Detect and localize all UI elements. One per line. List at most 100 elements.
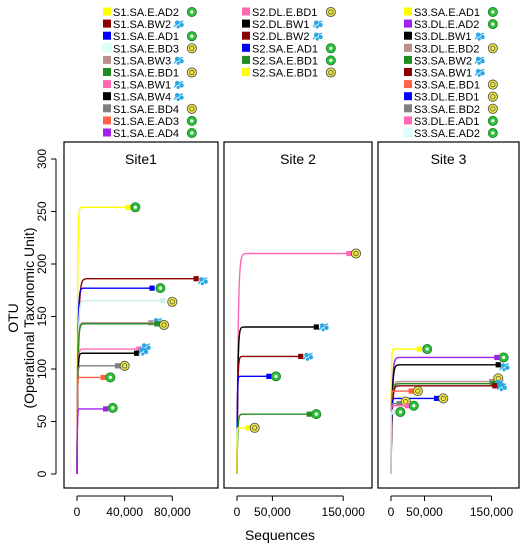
y-tick-label: 100	[35, 359, 49, 379]
yellow-ring-icon	[487, 91, 498, 102]
x-tick-label: 50,000	[406, 505, 443, 519]
legend-site-3: S3.SA.E.AD1S3.DL.E.AD2S3.DL.BW1S3.DL.E.B…	[403, 7, 498, 140]
water-drop-icon	[474, 56, 485, 65]
legend-label: S2.SA.E.BD1	[252, 68, 318, 80]
series-curve	[390, 364, 499, 475]
yellow-ring-icon	[186, 103, 197, 114]
series-end-point	[313, 324, 319, 330]
green-dot-icon	[325, 43, 336, 54]
legend-label: S1.SA.BW2	[113, 19, 171, 31]
water-drop-icon	[496, 383, 507, 392]
series-end-point	[266, 373, 272, 379]
green-dot-icon	[130, 202, 141, 213]
series-curve	[76, 206, 129, 475]
legend-item: S1.SA.E.AD1	[103, 31, 197, 43]
series-curve	[236, 375, 269, 474]
yellow-ring-icon	[325, 6, 336, 18]
water-drop-icon	[318, 323, 329, 332]
green-dot-icon	[105, 372, 116, 383]
series-end-point	[416, 346, 422, 352]
legend-swatch	[404, 68, 412, 76]
legend-label: S3.DL.E.AD2	[414, 19, 479, 31]
legend-item: S3.DL.E.BD1	[404, 91, 498, 104]
legend-label: S3.SA.E.AD2	[414, 128, 480, 140]
legend-item: S1.SA.E.BD4	[103, 103, 197, 116]
legend-item: S2.SA.E.BD1	[242, 67, 336, 80]
green-dot-icon	[325, 55, 336, 66]
y-tick-label: 250	[35, 201, 49, 221]
panel-title: Site1	[125, 151, 157, 167]
yellow-ring-icon	[487, 103, 498, 114]
water-drop-icon	[474, 68, 485, 77]
water-drop-icon	[173, 93, 184, 102]
legend-label: S3.DL.E.AD1	[414, 116, 479, 128]
series-curve	[236, 355, 301, 475]
legend-label: S2.DL.BW2	[252, 31, 309, 43]
legend-swatch	[404, 92, 412, 101]
series-curve	[236, 413, 310, 475]
x-tick-label: 0	[234, 505, 241, 519]
yellow-ring-icon	[487, 79, 498, 90]
legend-swatch	[103, 55, 111, 64]
legend-swatch	[242, 19, 250, 28]
legend-site-2: S2.DL.E.BD1S2.DL.BW1S2.DL.BW2S2.SA.E.AD1…	[242, 6, 336, 80]
legend-site-1: S1.SA.E.AD2S1.SA.BW2S1.SA.E.AD1S1.SA.E.B…	[102, 7, 197, 140]
legend-swatch	[242, 68, 250, 76]
green-dot-icon	[186, 115, 197, 126]
series-end-point	[494, 354, 500, 361]
legend-item: S3.SA.E.BD2	[404, 103, 498, 116]
legend-label: S3.SA.E.BD2	[414, 104, 480, 116]
series-end-point	[298, 353, 304, 359]
y-tick-label: 50	[35, 415, 49, 429]
green-dot-icon	[311, 409, 322, 420]
legend-swatch	[103, 80, 111, 89]
series-end-point	[391, 409, 397, 415]
series-end-point	[193, 276, 199, 282]
legend-item: S1.SA.BW1	[103, 80, 184, 92]
yellow-ring-icon	[325, 67, 336, 78]
x-tick-label: 150,000	[470, 505, 514, 519]
yellow-ring-icon	[186, 67, 197, 78]
legend-item: S2.SA.E.BD1	[242, 55, 336, 67]
series-end-point	[136, 346, 142, 352]
legend-item: S1.SA.E.AD2	[103, 7, 197, 19]
panel-site-3: Site 3 0 50,000 150,000	[377, 141, 520, 519]
y-axis-ticks: 0 50 100 150 200 250 300	[35, 149, 57, 477]
legend-label: S1.SA.E.BD3	[113, 43, 179, 55]
legend-swatch	[404, 31, 412, 40]
legend-item: S2.SA.E.AD1	[242, 43, 336, 55]
legend-item: S3.SA.E.AD1	[404, 7, 498, 19]
legend-swatch	[242, 31, 250, 40]
legend-swatch	[103, 116, 111, 125]
green-dot-icon	[408, 400, 419, 411]
legend-label: S1.SA.BW3	[113, 55, 171, 67]
series-end-point	[492, 383, 498, 389]
yellow-ring-icon	[487, 43, 498, 54]
green-dot-icon	[186, 127, 197, 138]
panel-title: Site 3	[431, 151, 467, 167]
water-drop-icon	[312, 20, 323, 29]
legend-swatch	[404, 80, 412, 89]
series-end-point	[133, 350, 140, 356]
legend-swatch	[103, 31, 111, 40]
panel-frame	[63, 141, 219, 489]
y-axis-label: OTU	[5, 303, 21, 333]
legend-swatch	[102, 43, 112, 53]
legend-label: S3.SA.E.BD1	[414, 80, 480, 92]
legend-item: S3.SA.BW1	[404, 68, 485, 80]
legend-item: S3.SA.E.AD2	[403, 127, 498, 140]
legend-item: S1.SA.E.BD1	[103, 67, 197, 80]
legend-swatch	[242, 7, 250, 16]
water-drop-icon	[197, 277, 208, 286]
panel-title: Site 2	[280, 151, 316, 167]
x-tick-label: 40,000	[106, 505, 143, 519]
panel-site-1: Site1 0 40,000 80,000	[63, 141, 219, 519]
series-end-point	[346, 250, 352, 257]
series-curve	[76, 376, 104, 474]
legend-swatch	[242, 55, 250, 64]
legend-label: S3.SA.E.AD1	[414, 7, 480, 19]
green-dot-icon	[155, 283, 166, 294]
legend-item: S1.SA.BW4	[103, 92, 184, 104]
x-tick-label: 150,000	[322, 505, 366, 519]
